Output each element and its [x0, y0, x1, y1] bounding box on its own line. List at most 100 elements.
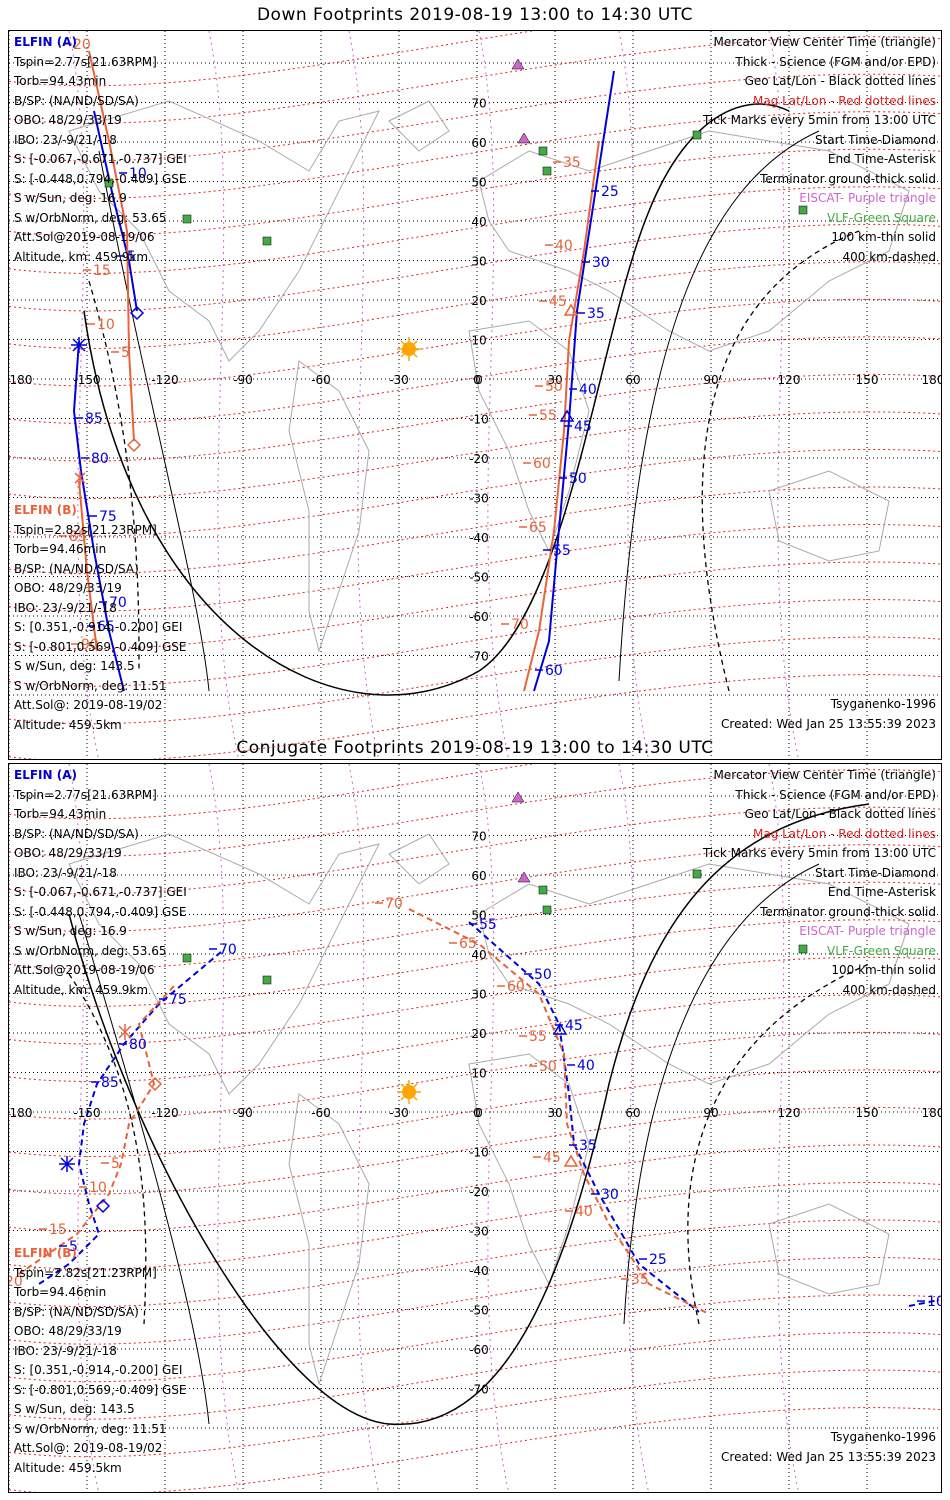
mag-parallel [9, 1106, 941, 1195]
info-line: Altitude, km: 459.9km [14, 249, 149, 264]
track-time-label: 85 [101, 1075, 119, 1091]
conjugate-footprints-panel: 180 -150 -120 -90 -60 -30 0 30 60 90 120 150 180 70 6… [8, 763, 942, 1493]
terminator [68, 803, 870, 1426]
lat-tick-label: 60 [471, 136, 486, 150]
info-line: Torb=94.46min [14, 1285, 107, 1299]
continent-outline [388, 833, 450, 885]
lat-tick-label: -30 [469, 1225, 489, 1239]
info-line: S: [-0.067,-0.671,-0.737] GEI [14, 885, 187, 899]
track-time-label: 15 [49, 1222, 67, 1238]
info-line: S w/Sun, deg: 16.9 [14, 191, 127, 205]
down-footprints-map: 180 -150 -120 -90 -60 -30 0 30 60 90 120 150 180 70 6… [9, 31, 941, 759]
track-time-label: 65 [459, 936, 477, 952]
lat-tick-label: 50 [471, 176, 486, 190]
lat-tick-label: -70 [469, 650, 489, 664]
footer-model: Tsyganenko-1996 [830, 697, 936, 711]
lat-tick-label: -10 [469, 1146, 489, 1160]
lon-tick-label: 0 [473, 373, 481, 387]
info-line: IBO: 23/-9/21/-18 [14, 1343, 117, 1358]
start-diamond-b [126, 437, 142, 453]
mag-parallel [9, 806, 941, 895]
lon-tick-label: 180 [10, 373, 33, 387]
mag-meridian [478, 31, 510, 759]
mag-parallel [9, 881, 941, 970]
info-line: OBO: 48/29/33/19 [14, 581, 122, 595]
track-time-label: 75 [169, 992, 187, 1008]
geo-grid [9, 764, 941, 1492]
mag-parallel [9, 1069, 941, 1157]
track-time-label: 5 [111, 1156, 120, 1172]
legend-item: Thick - Science (FGM and/or EPD) [735, 54, 936, 69]
info-line: Altitude: 459.5km [14, 1460, 122, 1475]
elfin-b-track-east [523, 140, 600, 692]
mag-meridian [768, 764, 800, 1492]
info-line: Att.Sol@: 2019-08-19/02 [14, 698, 163, 712]
track-time-label: 40 [575, 1204, 593, 1220]
mag-grid [9, 31, 941, 759]
end-asterisk-a [59, 1156, 75, 1172]
track-time-label: 80 [91, 451, 109, 467]
track-time-label: 10 [97, 317, 115, 333]
legend-item: Geo Lat/Lon - Black dotted lines [744, 74, 936, 88]
mag-parallel [9, 769, 941, 857]
elfin-a-conj-track-west [38, 951, 222, 1285]
mag-meridian [478, 764, 510, 1492]
lon-tick-label: 180 [922, 1106, 942, 1120]
lon-tick-label: 0 [473, 1106, 481, 1120]
lat-tick-label: -60 [469, 1343, 489, 1357]
track-time-label: 45 [574, 419, 592, 435]
continent-outline [68, 833, 380, 1095]
legend-item: Thick - Science (FGM and/or EPD) [735, 787, 936, 802]
geo-grid [9, 31, 941, 759]
mag-parallel [9, 298, 941, 387]
mag-meridian [68, 764, 100, 1492]
info-line: Torb=94.43min [14, 807, 107, 821]
lon-tick-label: -30 [389, 1106, 409, 1120]
info-line: Tspin=2.82s[21.23RPM] [14, 522, 157, 537]
mag-parallel [9, 599, 941, 687]
lat-tick-label: 30 [471, 988, 486, 1002]
center-triangle-b [563, 303, 579, 316]
mag-parallel [9, 994, 941, 1082]
track-time-label: 5 [127, 249, 136, 265]
lon-tick-label: 120 [778, 373, 801, 387]
mag-parallel [9, 1031, 941, 1120]
mag-meridian [768, 31, 800, 759]
lat-tick-label: -70 [469, 1383, 489, 1397]
track-time-label: 55 [539, 408, 557, 424]
mag-parallel [9, 223, 941, 312]
info-line: S w/OrbNorm, deg: 11.51 [14, 1421, 167, 1436]
lon-tick-label: -150 [73, 373, 100, 387]
center-triangle-a [552, 1022, 568, 1035]
info-line: S w/Sun, deg: 143.5 [14, 659, 135, 673]
footer-created: Created: Wed Jan 25 13:55:39 2023 [721, 717, 936, 731]
elfin-a-track-south [72, 340, 125, 692]
eiscat-triangle-icon [511, 58, 525, 70]
lon-tick-label: 30 [547, 1106, 562, 1120]
lat-tick-label: -20 [469, 452, 489, 466]
legend-item: Tick Marks every 5min from 13:00 UTC [702, 113, 936, 127]
mag-parallel [9, 373, 941, 462]
vlf-square-icon [542, 166, 552, 176]
track-time-label: 55 [553, 543, 571, 559]
elfin-a-info: ELFIN (A) Tspin=2.77s[21.63RPM] Torb=94.4… [14, 766, 187, 1000]
info-line: Tspin=2.82s[21.23RPM] [14, 1265, 157, 1280]
lon-tick-label: 90 [703, 373, 718, 387]
info-line: S w/OrbNorm, deg: 53.65 [14, 210, 167, 225]
info-line: B/SP: (NA/ND/SD/SA) [14, 826, 139, 841]
vlf-square-icon [182, 214, 192, 224]
elfin-a-name: ELFIN (A) [14, 768, 77, 782]
track-time-label: 70 [219, 942, 237, 958]
lat-tick-label: -60 [469, 610, 489, 624]
track-time-label: 60 [533, 456, 551, 472]
lon-tick-label: -120 [151, 1106, 178, 1120]
mag-parallel [9, 1181, 941, 1270]
track-time-label: 60 [545, 663, 563, 679]
info-line: OBO: 48/29/33/19 [14, 1324, 122, 1338]
info-line: IBO: 23/-9/21/-18 [14, 132, 117, 147]
track-time-label: 50 [534, 967, 552, 983]
legend-item: Mercator View Center Time (triangle) [713, 768, 936, 782]
info-line: S: [-0.801,0.569,-0.409] GSE [14, 639, 187, 654]
